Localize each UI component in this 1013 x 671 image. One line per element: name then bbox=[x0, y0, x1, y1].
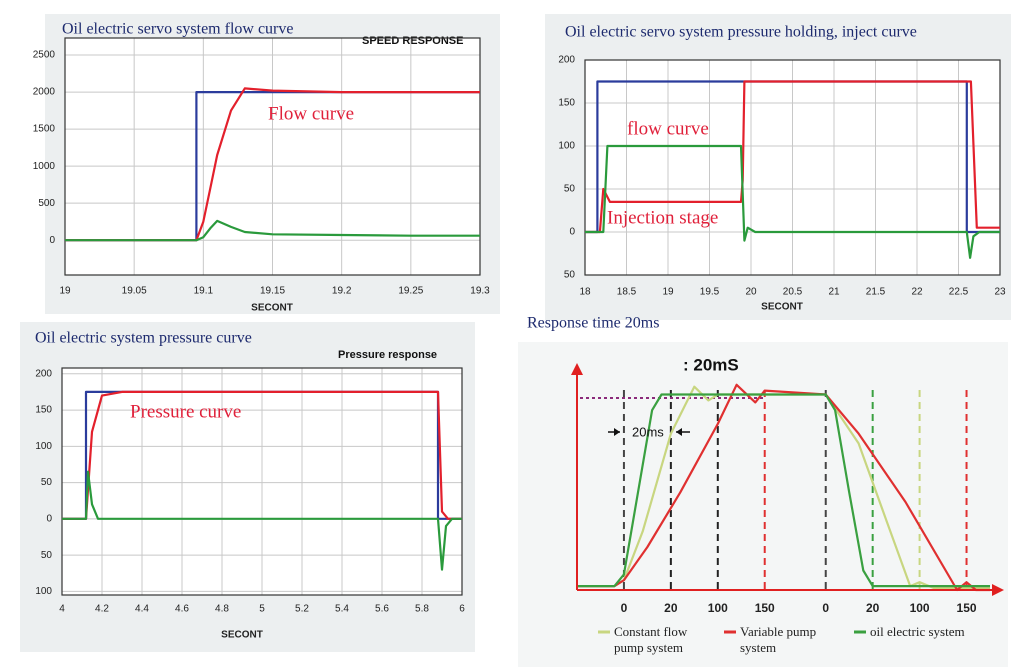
annotation: Flow curve bbox=[268, 103, 354, 124]
x-tick-label: 19.2 bbox=[332, 286, 352, 297]
y-tick-label: 50 bbox=[41, 550, 53, 561]
y-tick-label: 0 bbox=[46, 513, 52, 524]
arrow-head bbox=[614, 428, 620, 436]
x-tick-label: 18.5 bbox=[617, 287, 637, 298]
x-tick-label: 100 bbox=[910, 601, 930, 615]
annotation: flow curve bbox=[627, 118, 709, 139]
x-axis-label: SECONT bbox=[221, 630, 263, 641]
y-tick-label: 100 bbox=[35, 441, 52, 452]
chart-title: Oil electric system pressure curve bbox=[35, 330, 252, 347]
y-tick-label: 1000 bbox=[33, 161, 56, 172]
x-tick-label: 19.1 bbox=[194, 286, 214, 297]
y-tick-label: 100 bbox=[35, 586, 52, 597]
y-tick-label: 0 bbox=[569, 227, 575, 238]
x-tick-label: 5.6 bbox=[375, 604, 389, 615]
series-line bbox=[65, 87, 480, 242]
x-tick-label: 18 bbox=[579, 287, 591, 298]
x-tick-label: 22.5 bbox=[949, 287, 969, 298]
x-tick-label: 4 bbox=[59, 604, 65, 615]
chart-subtitle: Pressure response bbox=[338, 349, 437, 361]
x-tick-label: 0 bbox=[822, 601, 829, 615]
x-tick-label: 23 bbox=[994, 287, 1006, 298]
x-tick-label: 4.8 bbox=[215, 604, 229, 615]
plot-frame bbox=[61, 367, 463, 596]
x-tick-label: 22 bbox=[911, 287, 923, 298]
plot-frame bbox=[64, 37, 481, 276]
x-tick-label: 4.4 bbox=[135, 604, 149, 615]
x-tick-label: 19.05 bbox=[122, 286, 147, 297]
x-tick-label: 19 bbox=[662, 287, 674, 298]
y-tick-label: 0 bbox=[49, 235, 55, 246]
y-tick-label: 200 bbox=[35, 368, 52, 379]
x-tick-label: 6 bbox=[459, 604, 465, 615]
x-axis-arrow bbox=[992, 584, 1004, 596]
x-tick-label: 5 bbox=[259, 604, 265, 615]
annotation: Pressure curve bbox=[130, 401, 241, 422]
x-tick-label: 150 bbox=[957, 601, 977, 615]
x-tick-label: 5.2 bbox=[295, 604, 309, 615]
x-tick-label: 4.2 bbox=[95, 604, 109, 615]
plot-frame bbox=[584, 59, 1001, 276]
y-tick-label: 100 bbox=[558, 141, 575, 152]
x-tick-label: 150 bbox=[755, 601, 775, 615]
legend-label: oil electric system bbox=[870, 624, 965, 639]
y-tick-label: 50 bbox=[41, 477, 53, 488]
x-tick-label: 21.5 bbox=[866, 287, 886, 298]
x-tick-label: 5.8 bbox=[415, 604, 429, 615]
series-line bbox=[585, 144, 1000, 259]
x-tick-label: 21 bbox=[828, 287, 840, 298]
x-tick-label: 20 bbox=[664, 601, 678, 615]
x-axis-label: SECONT bbox=[761, 302, 803, 313]
x-tick-label: 0 bbox=[621, 601, 628, 615]
x-tick-label: 19.5 bbox=[700, 287, 720, 298]
y-tick-label: 500 bbox=[38, 198, 55, 209]
y-tick-label: 2500 bbox=[33, 50, 56, 61]
series-line bbox=[62, 470, 462, 571]
x-tick-label: 20 bbox=[866, 601, 880, 615]
panel-background bbox=[518, 342, 1008, 667]
x-tick-label: 5.4 bbox=[335, 604, 349, 615]
y-tick-label: 150 bbox=[558, 98, 575, 109]
series-line bbox=[577, 393, 990, 588]
annotation: 20ms bbox=[632, 424, 664, 439]
x-tick-label: 100 bbox=[708, 601, 728, 615]
x-tick-label: 19.25 bbox=[398, 286, 423, 297]
series-line bbox=[65, 219, 480, 242]
y-axis-arrow bbox=[571, 363, 583, 375]
x-tick-label: 20.5 bbox=[783, 287, 803, 298]
chart-title: Oil electric servo system pressure holdi… bbox=[565, 24, 917, 41]
y-tick-label: 200 bbox=[558, 55, 575, 66]
y-tick-label: 2000 bbox=[33, 87, 56, 98]
x-tick-label: 19.15 bbox=[260, 286, 285, 297]
x-tick-label: 20 bbox=[745, 287, 757, 298]
x-axis-label: SECONT bbox=[251, 303, 293, 314]
y-tick-label: 150 bbox=[35, 405, 52, 416]
chart-title: Response time 20ms bbox=[527, 315, 659, 332]
legend-label: Constant flow pump system bbox=[614, 624, 688, 655]
annotation: Injection stage bbox=[607, 207, 718, 228]
x-tick-label: 19 bbox=[59, 286, 71, 297]
y-tick-label: 50 bbox=[564, 270, 576, 281]
y-tick-label: 1500 bbox=[33, 124, 56, 135]
x-tick-label: 19.3 bbox=[470, 286, 490, 297]
chart-title: Oil electric servo system flow curve bbox=[62, 21, 293, 38]
y-tick-label: 50 bbox=[564, 184, 576, 195]
arrow-head bbox=[676, 428, 682, 436]
x-tick-label: 4.6 bbox=[175, 604, 189, 615]
annotation: : 20mS bbox=[683, 355, 739, 374]
legend-label: Variable pump system bbox=[740, 624, 817, 655]
chart-subtitle: SPEED RESPONSE bbox=[362, 35, 463, 47]
